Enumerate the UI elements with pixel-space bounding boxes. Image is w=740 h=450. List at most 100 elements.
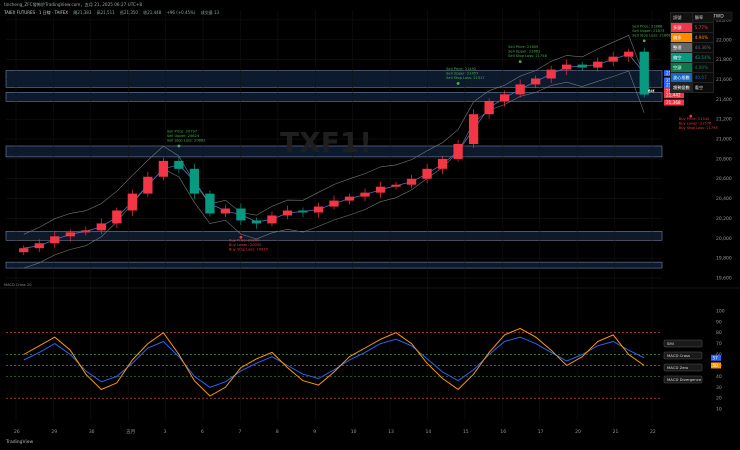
ohlc-close: 收21,448 <box>143 10 162 15</box>
candle-body <box>437 158 448 169</box>
symbol-line: TAIEX FUTURES · 1 日線 · TAIFEX <box>4 10 69 15</box>
candle-body <box>96 223 106 231</box>
legend-row-label: 趨勢變數 <box>670 82 693 93</box>
legend-row-label: 偏空 <box>670 52 693 63</box>
price-tick-label: 22,000 <box>716 37 732 43</box>
price-tick-label: 21,800 <box>716 57 732 63</box>
time-tick-label: 16 <box>500 429 506 435</box>
candle-body <box>34 243 44 249</box>
legend-row: 多頭 5.77% <box>670 22 714 33</box>
time-tick-label: 30 <box>89 429 95 435</box>
price-tick-label: 20,800 <box>716 156 732 162</box>
osc-legend-button <box>663 351 703 360</box>
legend-row-value: 44.36% <box>691 42 714 53</box>
legend-row: 偏空 43.54% <box>670 52 714 63</box>
signal-legend-table: 訊號 勝率 多頭 5.77% 偏多 4.94% 整理 44.36% 偏空 43.54% 空頭 4.… <box>670 12 714 93</box>
candle-body <box>608 56 618 62</box>
legend-row-label: 空頭 <box>670 62 693 73</box>
legend-row-label: 整理 <box>670 42 693 53</box>
symbol-watermark: TXF1! <box>280 126 372 159</box>
osc-marker-label: 57 <box>713 355 719 360</box>
price-marker-label: 21,368 <box>666 100 681 105</box>
legend-row-value: 43.54% <box>691 52 714 63</box>
candle-body <box>577 64 587 68</box>
candle-body <box>360 192 370 197</box>
oscillator-series-1 <box>23 327 645 397</box>
legend-row-label: 波心指數 <box>670 72 693 83</box>
candle-body <box>205 193 215 214</box>
ohlc-low: 低21,350 <box>119 10 138 15</box>
candle-body <box>344 196 355 201</box>
candle-body <box>19 248 29 253</box>
signal-annotation-text: Sell Price: 20797 <box>167 129 197 133</box>
timeframe-button-label: TWD <box>712 14 724 20</box>
signal-annotation-text: Buy Price: 20260 <box>229 238 260 242</box>
osc-marker-label: 50 <box>713 363 719 368</box>
signal-annotation-text: Sell Price: 21868 <box>632 24 663 28</box>
candle-body <box>251 220 262 224</box>
time-tick-label: 9 <box>313 429 316 435</box>
price-zone-band <box>5 70 663 88</box>
time-tick-label: 6 <box>201 429 204 435</box>
time-tick-label: 21 <box>613 429 619 435</box>
time-tick-label: 7 <box>238 429 241 435</box>
price-tick-label: 20,400 <box>716 196 732 202</box>
legend-row: 趨勢變數 看空 <box>670 82 714 93</box>
price-tick-label: 19,800 <box>716 256 732 262</box>
signal-point <box>177 144 181 148</box>
candle-body <box>515 84 525 95</box>
candle-body <box>499 94 510 102</box>
legend-header-signal: 訊號 <box>670 12 693 23</box>
candle-body <box>484 101 494 115</box>
candle-body <box>158 160 169 177</box>
time-tick-label: 29 <box>51 429 57 435</box>
ohlc-change: +96 (+0.45%) <box>166 10 196 15</box>
osc-tick-label: 40 <box>716 374 722 380</box>
candle-body <box>422 168 432 179</box>
time-tick-label: 五月 <box>126 429 135 435</box>
legend-header-winrate: 勝率 <box>691 12 714 23</box>
time-tick-label: 3 <box>164 429 167 435</box>
price-tick-label: 21,000 <box>716 137 732 143</box>
grid-layer: TXF1! <box>0 10 740 420</box>
candle-body <box>453 144 463 159</box>
price-tick-label: 19,600 <box>716 276 732 282</box>
signal-point <box>239 235 243 239</box>
osc-tick-label: 30 <box>716 385 722 391</box>
legend-row-value: 5.77% <box>691 22 714 33</box>
signal-annotation-text: Sell Price: 21492 <box>446 67 476 71</box>
candles-layer[interactable] <box>19 47 649 256</box>
legend-row: 偏多 4.94% <box>670 32 714 43</box>
candle-body <box>546 69 556 79</box>
osc-legend-label: MACD Divergence <box>667 377 702 382</box>
price-zone-band <box>5 145 663 158</box>
price-tick-label: 22,200 <box>716 17 732 23</box>
legend-header-row: 訊號 勝率 <box>670 12 714 23</box>
osc-legend-label: MACD Zero <box>667 365 689 370</box>
bollinger-lower-line <box>23 70 645 269</box>
chart-title: tincheng_ZFC發佈於TradingView.com，五月 21, 20… <box>4 2 143 7</box>
candle-body <box>562 64 572 70</box>
candle-body <box>406 178 417 185</box>
time-tick-label: 15 <box>463 429 469 435</box>
price-zone-band <box>5 231 663 241</box>
price-marker <box>664 92 684 99</box>
signal-annotation-text: Sell Upper: 21457 <box>446 71 478 75</box>
signal-annotation-text: Buy Price: 21542 <box>679 117 710 121</box>
signal-annotation-text: Sell Stop Loss: 21517 <box>446 76 485 80</box>
osc-legend-button <box>663 363 703 372</box>
candle-body <box>81 230 91 233</box>
signal-annotation-text: Sell Stop Loss: 20882 <box>167 138 206 142</box>
candle-body <box>127 193 137 211</box>
time-tick-label: 10 <box>351 429 357 435</box>
tradingview-logo: TradingView <box>6 440 34 445</box>
price-zone-band <box>5 92 663 102</box>
symbol-info: TAIEX FUTURES · 1 日線 · TAIFEX 開21,383 高2… <box>4 10 223 16</box>
signal-annotation-text: Buy Lower: 21578 <box>679 122 712 126</box>
signal-point <box>518 60 522 64</box>
candle-body <box>220 208 231 214</box>
price-tick-label: 20,600 <box>716 176 732 182</box>
signal-annotation-text: Sell Upper: 21873 <box>632 29 664 33</box>
